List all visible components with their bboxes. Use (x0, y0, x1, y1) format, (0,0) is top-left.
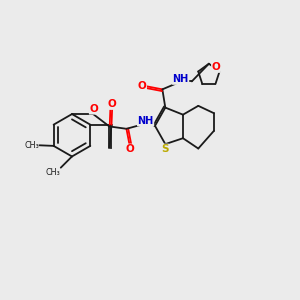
Text: NH: NH (137, 116, 154, 126)
Text: O: O (212, 62, 220, 72)
Text: S: S (161, 144, 169, 154)
Text: CH₃: CH₃ (24, 141, 39, 150)
Text: O: O (138, 81, 146, 91)
Text: O: O (89, 104, 98, 114)
Text: NH: NH (172, 74, 189, 84)
Text: O: O (108, 99, 116, 110)
Text: CH₃: CH₃ (45, 168, 60, 177)
Text: O: O (126, 144, 134, 154)
